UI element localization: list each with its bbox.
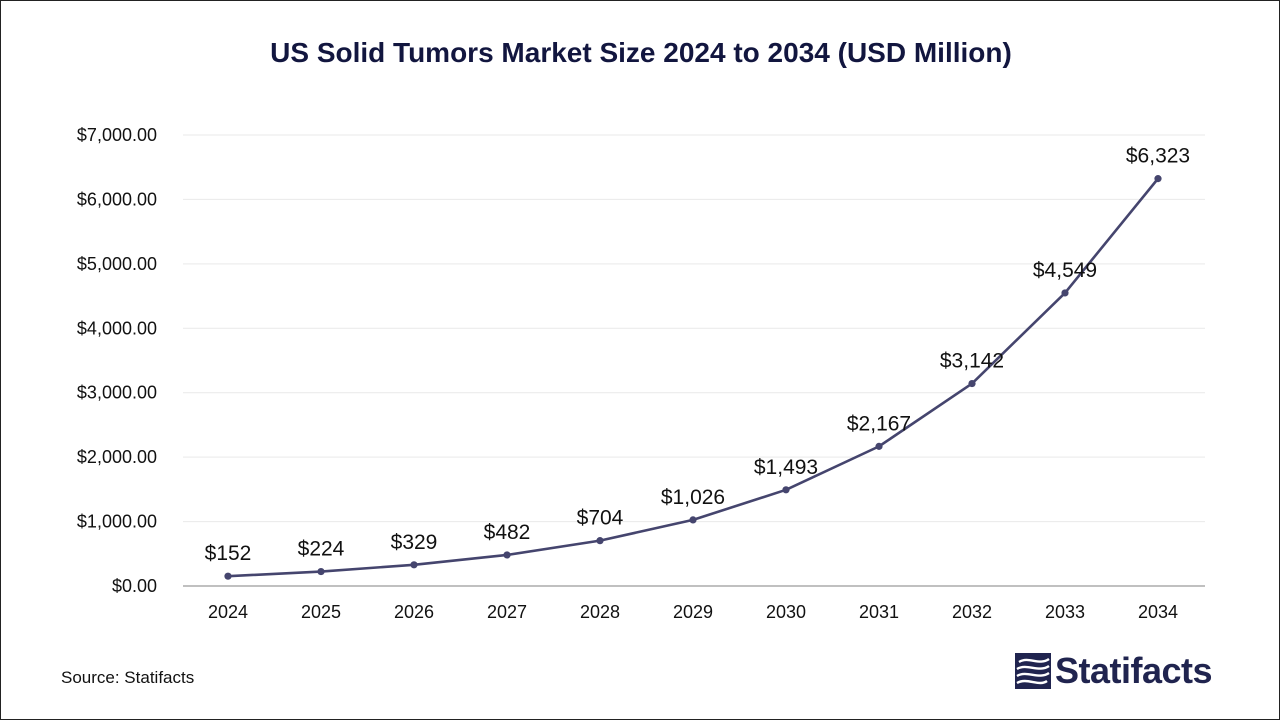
data-label: $3,142 [940,350,1004,373]
brand-logo: Statifacts [1015,650,1213,691]
x-tick-label: 2028 [580,602,620,622]
x-tick-label: 2031 [859,602,899,622]
y-tick-label: $3,000.00 [77,383,157,403]
chart-title: US Solid Tumors Market Size 2024 to 2034… [270,37,1012,68]
y-tick-label: $5,000.00 [77,254,157,274]
x-tick-label: 2032 [952,602,992,622]
y-tick-label: $2,000.00 [77,447,157,467]
y-tick-label: $6,000.00 [77,189,157,209]
data-label: $224 [298,538,345,561]
x-tick-label: 2029 [673,602,713,622]
y-tick-label: $7,000.00 [77,125,157,145]
data-label: $704 [577,507,624,530]
source-note: Source: Statifacts [61,668,195,687]
data-label: $152 [205,542,252,565]
data-point [410,561,418,569]
data-label: $482 [484,521,531,544]
data-label: $1,493 [754,456,818,479]
x-tick-label: 2034 [1138,602,1178,622]
data-point [224,572,232,580]
statifacts-logo-icon [1015,653,1051,689]
data-label: $4,549 [1033,259,1097,282]
x-tick-label: 2027 [487,602,527,622]
x-tick-label: 2024 [208,602,248,622]
brand-name: Statifacts [1055,650,1213,691]
data-label: $6,323 [1126,145,1190,168]
data-point [875,442,883,450]
y-tick-label: $1,000.00 [77,512,157,532]
data-label: $329 [391,531,438,554]
data-label: $1,026 [661,486,725,509]
x-tick-label: 2025 [301,602,341,622]
x-tick-label: 2026 [394,602,434,622]
data-point [968,379,976,388]
data-point [782,486,790,494]
data-point [1154,175,1162,183]
x-tick-label: 2030 [766,602,806,622]
y-tick-label: $0.00 [112,576,157,596]
data-point [689,516,697,524]
data-label: $2,167 [847,412,911,435]
data-point [596,537,604,545]
y-tick-label: $4,000.00 [77,318,157,338]
data-point [317,567,325,576]
data-point [1061,289,1069,297]
x-tick-label: 2033 [1045,602,1085,622]
data-point [503,551,511,559]
